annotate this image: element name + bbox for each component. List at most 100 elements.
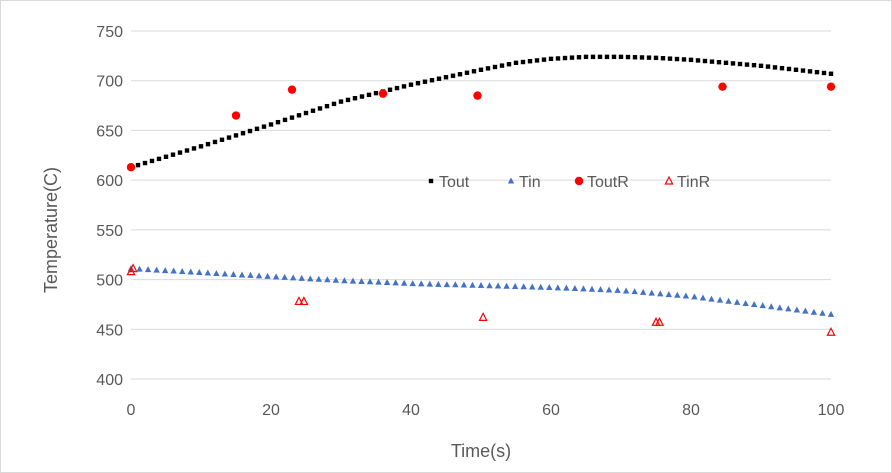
data-point bbox=[758, 63, 764, 68]
data-point bbox=[331, 101, 337, 107]
data-point bbox=[765, 64, 771, 69]
data-point bbox=[281, 273, 288, 280]
data-point bbox=[394, 85, 400, 91]
data-point bbox=[142, 160, 148, 166]
data-point bbox=[485, 66, 491, 71]
data-point bbox=[373, 90, 379, 96]
data-point bbox=[196, 269, 203, 276]
legend-label: ToutR bbox=[587, 174, 629, 191]
data-point bbox=[429, 78, 435, 83]
data-point bbox=[513, 60, 519, 66]
data-point bbox=[622, 287, 630, 294]
data-point bbox=[828, 71, 834, 76]
data-point bbox=[179, 268, 186, 275]
data-point bbox=[177, 150, 183, 155]
data-point bbox=[611, 54, 617, 60]
data-point bbox=[457, 72, 463, 77]
data-point bbox=[136, 265, 143, 272]
x-tick-label: 60 bbox=[542, 402, 560, 419]
data-point bbox=[499, 63, 505, 68]
data-point bbox=[486, 282, 493, 289]
data-point bbox=[695, 58, 701, 63]
data-point bbox=[604, 54, 610, 60]
data-point bbox=[750, 301, 758, 308]
data-point bbox=[409, 280, 416, 287]
data-point bbox=[231, 111, 241, 120]
data-point bbox=[238, 271, 246, 278]
data-point bbox=[569, 55, 575, 60]
data-point bbox=[691, 293, 698, 300]
data-point bbox=[827, 310, 835, 317]
data-point bbox=[307, 275, 314, 282]
data-point bbox=[631, 288, 638, 295]
series-tout bbox=[128, 54, 834, 170]
x-tick-label: 40 bbox=[402, 402, 420, 419]
data-point bbox=[294, 296, 304, 306]
x-axis-title: Time(s) bbox=[451, 441, 511, 461]
data-point bbox=[149, 158, 155, 164]
data-point bbox=[450, 73, 456, 78]
data-point bbox=[554, 284, 562, 291]
data-point bbox=[779, 65, 785, 71]
data-point bbox=[170, 267, 177, 274]
data-point bbox=[315, 275, 323, 282]
y-tick-label: 550 bbox=[96, 223, 123, 240]
y-tick-label: 450 bbox=[96, 322, 123, 339]
data-point bbox=[793, 306, 801, 313]
x-tick-label: 80 bbox=[682, 402, 700, 419]
data-point bbox=[264, 272, 271, 279]
data-point bbox=[460, 281, 468, 288]
data-point bbox=[469, 281, 476, 288]
data-point bbox=[821, 70, 827, 76]
data-point bbox=[153, 266, 160, 273]
data-point bbox=[161, 267, 169, 274]
data-point bbox=[303, 110, 309, 116]
data-point bbox=[477, 282, 485, 289]
data-point bbox=[614, 286, 621, 293]
data-point bbox=[401, 84, 407, 89]
plot-area bbox=[126, 54, 836, 336]
data-point bbox=[625, 54, 631, 60]
data-point bbox=[688, 57, 694, 63]
data-point bbox=[534, 58, 540, 63]
data-point bbox=[233, 133, 239, 138]
data-point bbox=[681, 57, 687, 62]
data-point bbox=[298, 274, 305, 281]
data-point bbox=[255, 272, 263, 279]
data-point bbox=[324, 103, 330, 109]
x-tick-label: 100 bbox=[818, 402, 845, 419]
data-point bbox=[580, 285, 587, 292]
data-point bbox=[520, 283, 527, 290]
data-point bbox=[682, 292, 690, 299]
legend-item: Tout bbox=[428, 174, 470, 191]
data-point bbox=[819, 309, 826, 316]
data-point bbox=[383, 279, 391, 286]
data-point bbox=[163, 154, 169, 159]
legend-item: TinR bbox=[664, 174, 710, 191]
data-point bbox=[247, 128, 253, 134]
data-point bbox=[826, 326, 836, 336]
data-point bbox=[408, 82, 414, 87]
data-point bbox=[287, 85, 297, 94]
data-point bbox=[378, 89, 388, 98]
data-point bbox=[213, 269, 220, 276]
data-point bbox=[400, 279, 408, 286]
y-tick-label: 600 bbox=[96, 173, 123, 190]
y-tick-label: 700 bbox=[96, 74, 123, 91]
data-point bbox=[814, 69, 820, 75]
legend-marker bbox=[664, 175, 674, 185]
tick-labels: 400 450 500 550 600 650 700 750 0 20 40 60 80 100 bbox=[96, 24, 844, 419]
data-point bbox=[665, 291, 673, 298]
data-point bbox=[289, 115, 295, 120]
data-point bbox=[657, 290, 664, 297]
data-point bbox=[708, 295, 715, 302]
data-point bbox=[597, 286, 604, 293]
data-point bbox=[289, 274, 297, 281]
data-point bbox=[184, 148, 190, 153]
data-point bbox=[471, 69, 477, 74]
legend-item: ToutR bbox=[574, 174, 629, 191]
data-point bbox=[742, 299, 749, 306]
legend-marker bbox=[507, 177, 515, 184]
